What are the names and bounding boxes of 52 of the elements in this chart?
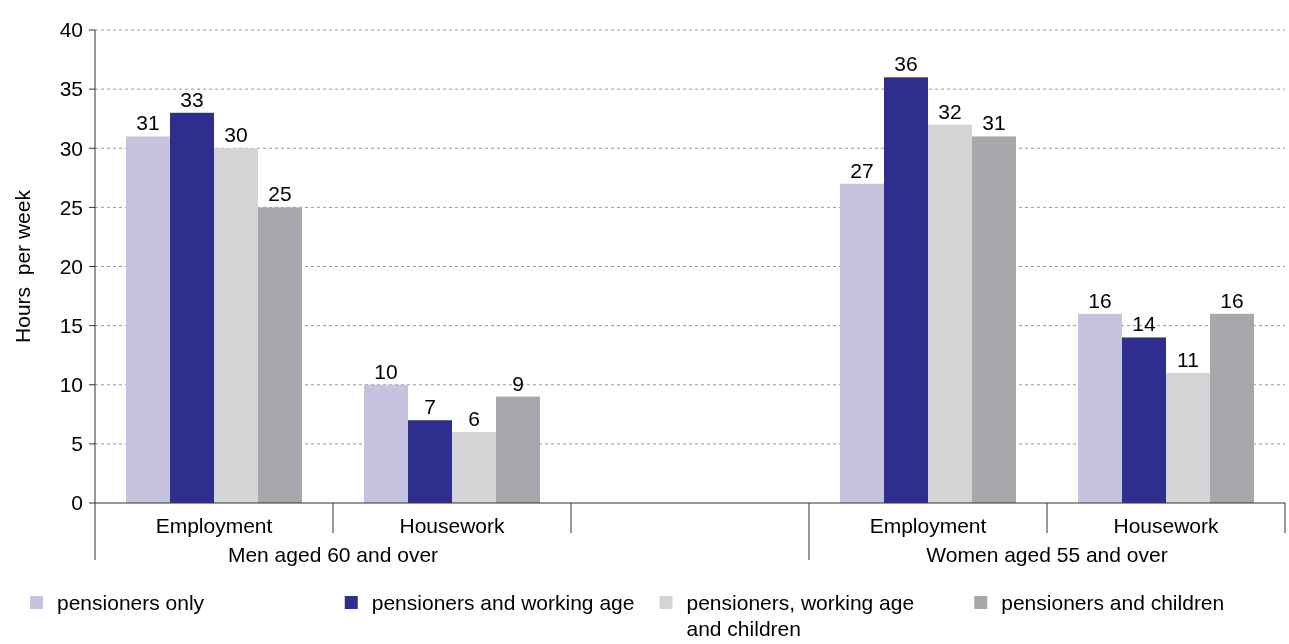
bar [364,384,408,503]
bar [126,136,170,503]
data-label: 10 [374,359,398,383]
data-label: 31 [982,111,1006,135]
y-tick-label: 10 [59,373,83,397]
data-label: 16 [1220,288,1244,312]
bar [1078,313,1122,503]
bar [1210,313,1254,503]
text: Men aged 60 and over [227,543,439,566]
data-label: 33 [180,87,204,111]
y-tick-label: 5 [71,432,83,456]
bar [1122,337,1166,503]
bar [214,148,258,503]
data-label: 9 [512,371,524,395]
data-label: 6 [468,407,480,431]
x-tick-label: Housework [399,514,506,537]
data-label: 14 [1132,312,1156,336]
data-label: 32 [938,99,962,123]
text: Women aged 55 and over [926,543,1168,566]
y-tick-label: 25 [59,195,83,219]
bar [258,207,302,503]
data-label: 36 [894,52,918,76]
y-axis-title: Hours per week [11,189,34,343]
data-label: 7 [424,395,436,419]
data-label: 31 [136,111,160,135]
bar [408,420,452,503]
y-tick-label: 20 [59,254,83,278]
y-tick-label: 40 [59,18,83,42]
x-tick-label: Housework [1113,514,1220,537]
bar [452,432,496,503]
x-tick-label: Employment [155,514,273,537]
bar [884,77,928,503]
y-tick-label: 0 [71,491,83,515]
y-tick-label: 30 [59,136,83,160]
bar [170,112,214,503]
legend-label: pensioners, working age and children [686,591,915,640]
data-label: 16 [1088,288,1112,312]
bar [1166,372,1210,503]
legend-label: pensioners and working age [371,591,635,615]
x-tick-label: Employment [869,514,987,537]
y-tick-label: 35 [59,77,83,101]
data-label: 27 [850,158,874,182]
data-label: 11 [1177,347,1199,371]
bar [928,124,972,503]
data-label: 25 [268,182,292,206]
legend-label: pensioners only [57,591,205,615]
bar [840,183,884,503]
bar [496,396,540,503]
data-label: 30 [224,123,248,147]
y-tick-label: 15 [59,313,83,337]
legend-label: pensioners and children [1001,591,1225,615]
bar [972,136,1016,503]
